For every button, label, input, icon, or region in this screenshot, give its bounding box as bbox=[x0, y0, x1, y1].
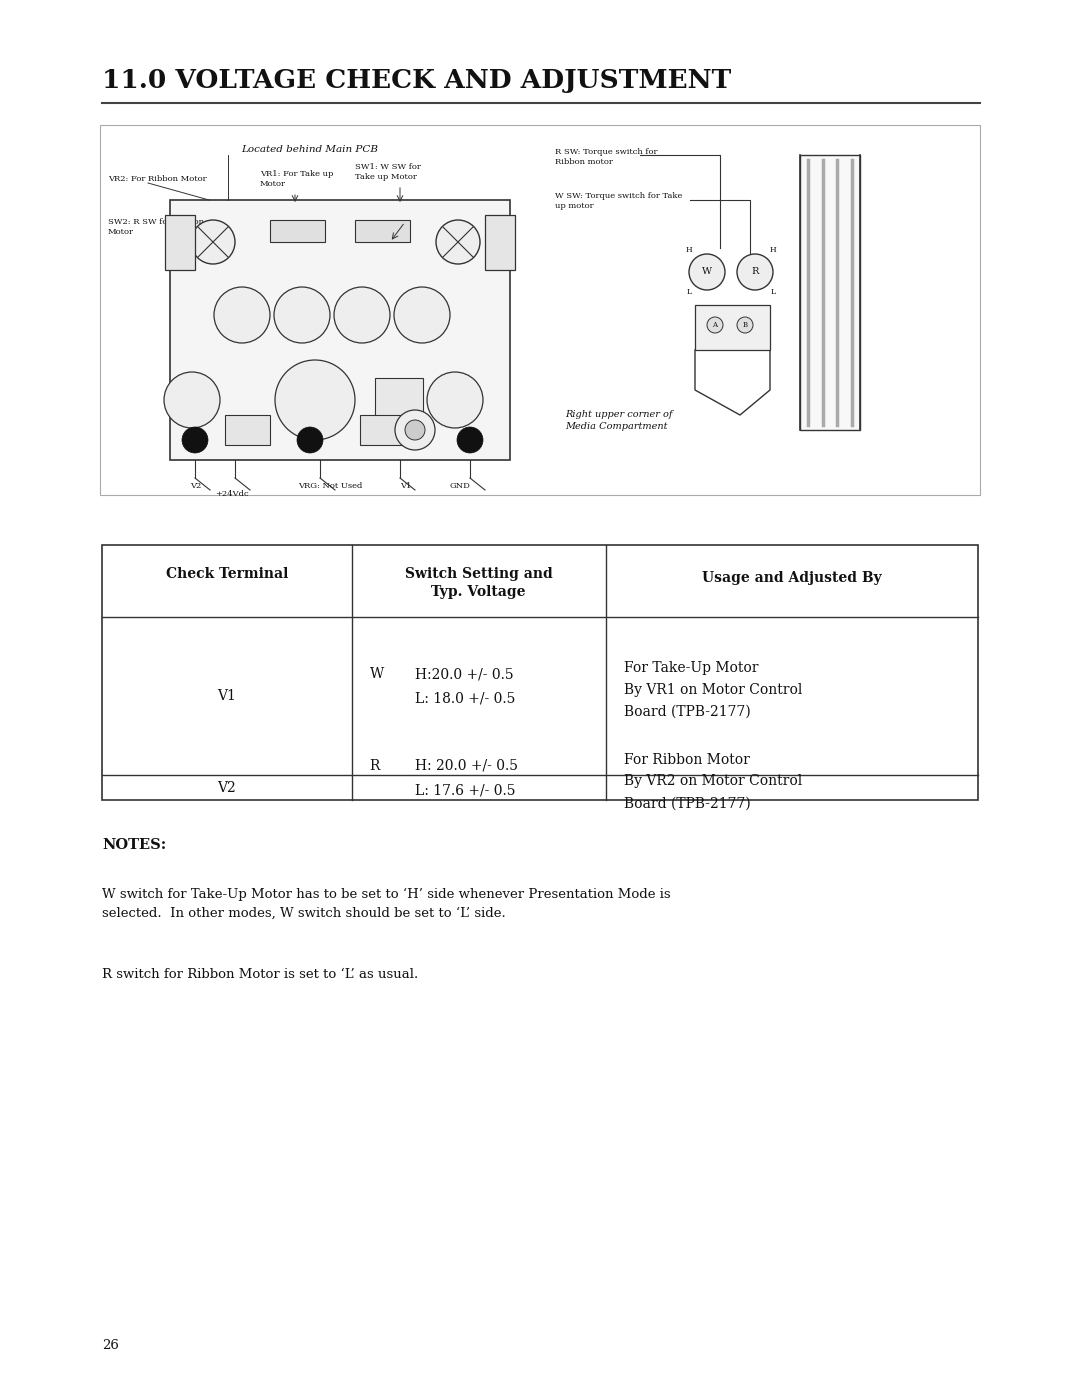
Circle shape bbox=[737, 254, 773, 291]
Circle shape bbox=[395, 409, 435, 450]
Text: H: 20.0 +/- 0.5: H: 20.0 +/- 0.5 bbox=[415, 759, 517, 773]
Text: Board (TPB-2177): Board (TPB-2177) bbox=[624, 705, 751, 719]
Text: SW2: R SW for Ribbon
Motor: SW2: R SW for Ribbon Motor bbox=[108, 218, 204, 236]
Text: Switch Setting and: Switch Setting and bbox=[405, 567, 553, 581]
Text: VR1: For Take up
Motor: VR1: For Take up Motor bbox=[260, 170, 334, 187]
Text: W switch for Take-Up Motor has to be set to ‘H’ side whenever Presentation Mode : W switch for Take-Up Motor has to be set… bbox=[102, 888, 671, 921]
Text: L: 17.6 +/- 0.5: L: 17.6 +/- 0.5 bbox=[415, 784, 515, 798]
Text: By VR2 on Motor Control: By VR2 on Motor Control bbox=[624, 774, 802, 788]
Text: W: W bbox=[369, 666, 383, 680]
Text: GND: GND bbox=[450, 482, 471, 490]
Bar bbox=[102, 545, 978, 800]
Text: V2: V2 bbox=[217, 781, 237, 795]
Text: B: B bbox=[743, 321, 747, 330]
Text: V2: V2 bbox=[190, 482, 201, 490]
Circle shape bbox=[334, 286, 390, 344]
Text: L: L bbox=[770, 288, 775, 296]
Text: H:20.0 +/- 0.5: H:20.0 +/- 0.5 bbox=[415, 666, 513, 680]
Text: 11.0 VOLTAGE CHECK AND ADJUSTMENT: 11.0 VOLTAGE CHECK AND ADJUSTMENT bbox=[102, 68, 731, 94]
Circle shape bbox=[297, 427, 323, 453]
Circle shape bbox=[707, 317, 723, 332]
Bar bbox=[696, 305, 770, 351]
Circle shape bbox=[183, 427, 208, 453]
Text: Right upper corner of
Media Compartment: Right upper corner of Media Compartment bbox=[565, 409, 673, 430]
Text: By VR1 on Motor Control: By VR1 on Motor Control bbox=[624, 683, 802, 697]
Text: R: R bbox=[752, 267, 758, 277]
Text: A: A bbox=[713, 321, 717, 330]
Circle shape bbox=[689, 254, 725, 291]
Text: For Take-Up Motor: For Take-Up Motor bbox=[624, 661, 758, 675]
Circle shape bbox=[191, 219, 235, 264]
Bar bbox=[485, 215, 515, 270]
Text: For Ribbon Motor: For Ribbon Motor bbox=[624, 753, 750, 767]
Text: R switch for Ribbon Motor is set to ‘L’ as usual.: R switch for Ribbon Motor is set to ‘L’ … bbox=[102, 968, 418, 981]
Circle shape bbox=[457, 427, 483, 453]
Text: H: H bbox=[770, 246, 777, 254]
Text: L: L bbox=[687, 288, 691, 296]
Text: Located behind Main PCB: Located behind Main PCB bbox=[242, 145, 378, 154]
Text: 26: 26 bbox=[102, 1338, 119, 1352]
Circle shape bbox=[275, 360, 355, 440]
Text: +24Vdc: +24Vdc bbox=[215, 490, 248, 497]
Circle shape bbox=[405, 420, 426, 440]
Bar bbox=[270, 219, 325, 242]
Text: VR2: For Ribbon Motor: VR2: For Ribbon Motor bbox=[108, 175, 206, 183]
Bar bbox=[355, 219, 410, 242]
Bar bbox=[100, 124, 980, 495]
Text: R SW: Torque switch for
Ribbon motor: R SW: Torque switch for Ribbon motor bbox=[555, 148, 658, 166]
Bar bbox=[165, 215, 195, 270]
Bar bbox=[170, 200, 510, 460]
Bar bbox=[800, 155, 860, 430]
Text: NOTES:: NOTES: bbox=[102, 838, 166, 852]
Text: V1: V1 bbox=[217, 689, 237, 703]
Text: Usage and Adjusted By: Usage and Adjusted By bbox=[702, 571, 881, 585]
Circle shape bbox=[394, 286, 450, 344]
Text: SW1: W SW for
Take up Motor: SW1: W SW for Take up Motor bbox=[355, 163, 421, 180]
Circle shape bbox=[427, 372, 483, 427]
Circle shape bbox=[214, 286, 270, 344]
Text: V1: V1 bbox=[400, 482, 411, 490]
Bar bbox=[360, 415, 415, 446]
Text: H: H bbox=[686, 246, 692, 254]
Circle shape bbox=[436, 219, 480, 264]
Bar bbox=[375, 379, 423, 422]
Bar bbox=[225, 415, 270, 446]
Text: R: R bbox=[369, 759, 380, 773]
Text: Check Terminal: Check Terminal bbox=[165, 567, 288, 581]
Circle shape bbox=[274, 286, 330, 344]
Circle shape bbox=[164, 372, 220, 427]
Text: W: W bbox=[702, 267, 712, 277]
Text: Board (TPB-2177): Board (TPB-2177) bbox=[624, 796, 751, 810]
Text: VRG: Not Used: VRG: Not Used bbox=[298, 482, 363, 490]
Circle shape bbox=[737, 317, 753, 332]
Text: W SW: Torque switch for Take
up motor: W SW: Torque switch for Take up motor bbox=[555, 191, 683, 210]
Text: Typ. Voltage: Typ. Voltage bbox=[431, 585, 526, 599]
Text: L: 18.0 +/- 0.5: L: 18.0 +/- 0.5 bbox=[415, 692, 515, 705]
